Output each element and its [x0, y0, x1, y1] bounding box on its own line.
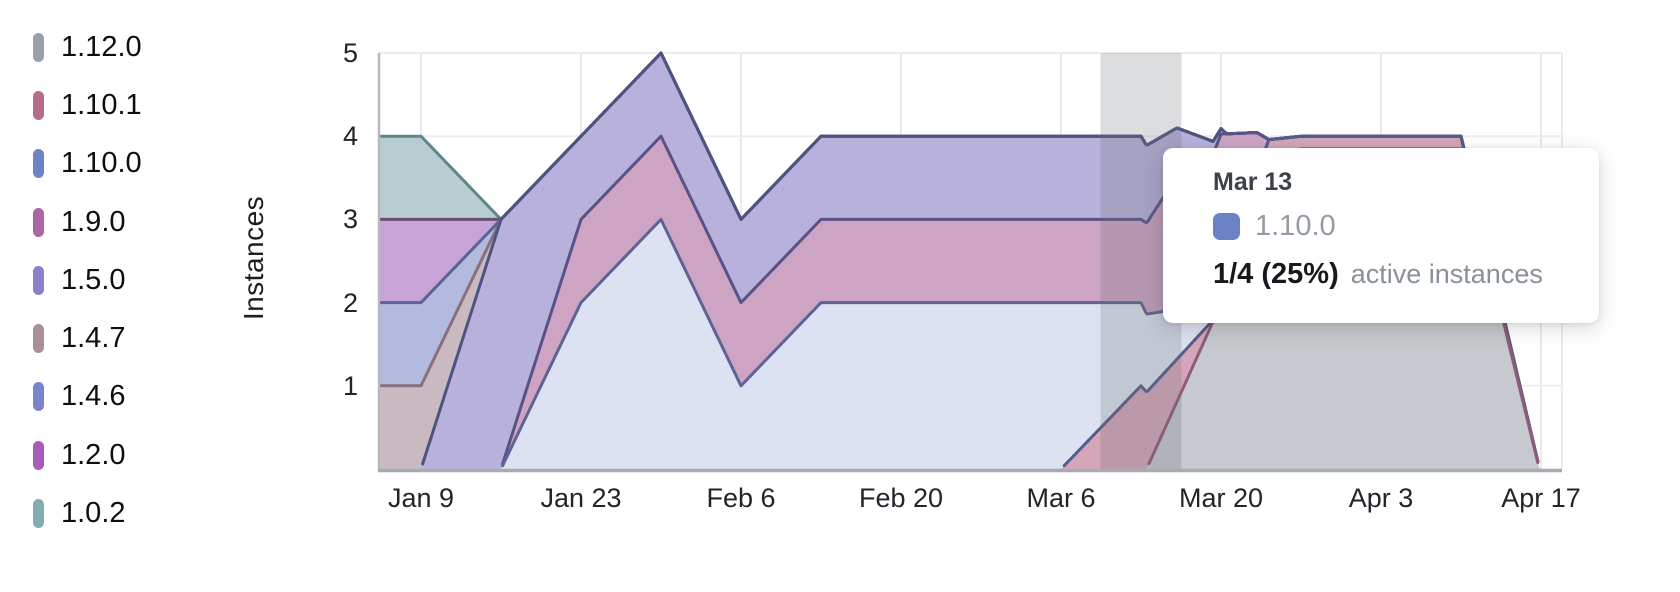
- legend-label: 1.10.0: [61, 147, 142, 180]
- tooltip-date: Mar 13: [1213, 168, 1293, 196]
- legend-swatch-1.10.0: [33, 149, 44, 179]
- tooltip-series-swatch: [1213, 213, 1240, 240]
- x-tick-Apr-3: Apr 3: [1348, 483, 1414, 513]
- legend-swatch-1.4.7: [33, 324, 44, 354]
- legend-swatch-1.5.0: [33, 265, 44, 295]
- legend-swatch-1.2.0: [33, 440, 44, 470]
- legend-label: 1.4.7: [61, 322, 126, 355]
- tooltip-stats: 1/4 (25%) active instances: [1213, 258, 1599, 291]
- legend-item-1.10.1[interactable]: 1.10.1: [33, 76, 142, 134]
- y-tick-5: 5: [342, 38, 358, 68]
- legend-item-1.5.0[interactable]: 1.5.0: [33, 251, 142, 309]
- legend-swatch-1.12.0: [33, 32, 44, 62]
- legend-item-1.2.0[interactable]: 1.2.0: [33, 426, 142, 484]
- hover-tooltip: Mar 13 1.10.0 1/4 (25%) active instances: [1163, 148, 1599, 323]
- x-tick-Feb-6: Feb 6: [706, 483, 776, 513]
- tooltip-series-row: 1.10.0: [1213, 212, 1599, 241]
- version-legend: 1.12.0 1.10.1 1.10.0 1.9.0 1.5.0 1.4.7 1.4.6 1.…: [33, 18, 142, 543]
- tooltip-value: 1/4 (25%): [1213, 258, 1339, 290]
- x-tick-Apr-17: Apr 17: [1501, 483, 1581, 513]
- legend-item-1.12.0[interactable]: 1.12.0: [33, 18, 142, 76]
- legend-label: 1.12.0: [61, 30, 142, 63]
- area-1.9.0: [379, 132, 1551, 469]
- legend-swatch-1.9.0: [33, 207, 44, 237]
- legend-item-1.4.7[interactable]: 1.4.7: [33, 309, 142, 367]
- x-tick-Mar-6: Mar 6: [1026, 483, 1096, 513]
- legend-item-1.0.2[interactable]: 1.0.2: [33, 484, 142, 542]
- tooltip-series-label: 1.10.0: [1255, 210, 1336, 242]
- y-tick-2: 2: [342, 287, 358, 318]
- legend-label: 1.10.1: [61, 88, 142, 121]
- legend-label: 1.2.0: [61, 438, 126, 471]
- legend-label: 1.5.0: [61, 263, 126, 296]
- legend-item-1.10.0[interactable]: 1.10.0: [33, 135, 142, 193]
- x-tick-Jan-9: Jan 9: [387, 483, 455, 513]
- legend-item-1.9.0[interactable]: 1.9.0: [33, 193, 142, 251]
- legend-item-1.4.6[interactable]: 1.4.6: [33, 368, 142, 426]
- x-tick-Jan-23: Jan 23: [540, 483, 622, 513]
- legend-label: 1.9.0: [61, 205, 126, 238]
- y-tick-3: 3: [342, 204, 358, 235]
- legend-swatch-1.4.6: [33, 382, 44, 412]
- y-axis-title: Instances: [238, 195, 269, 321]
- legend-swatch-1.0.2: [33, 499, 44, 529]
- y-tick-1: 1: [342, 370, 358, 401]
- line-1.10.1: [1062, 134, 1540, 468]
- x-tick-Mar-20: Mar 20: [1178, 483, 1264, 513]
- legend-label: 1.4.6: [61, 380, 126, 413]
- y-tick-4: 4: [342, 121, 358, 152]
- tooltip-caption: active instances: [1350, 259, 1543, 289]
- x-tick-Feb-20: Feb 20: [858, 483, 944, 513]
- legend-label: 1.0.2: [61, 497, 126, 530]
- legend-swatch-1.10.1: [33, 90, 44, 120]
